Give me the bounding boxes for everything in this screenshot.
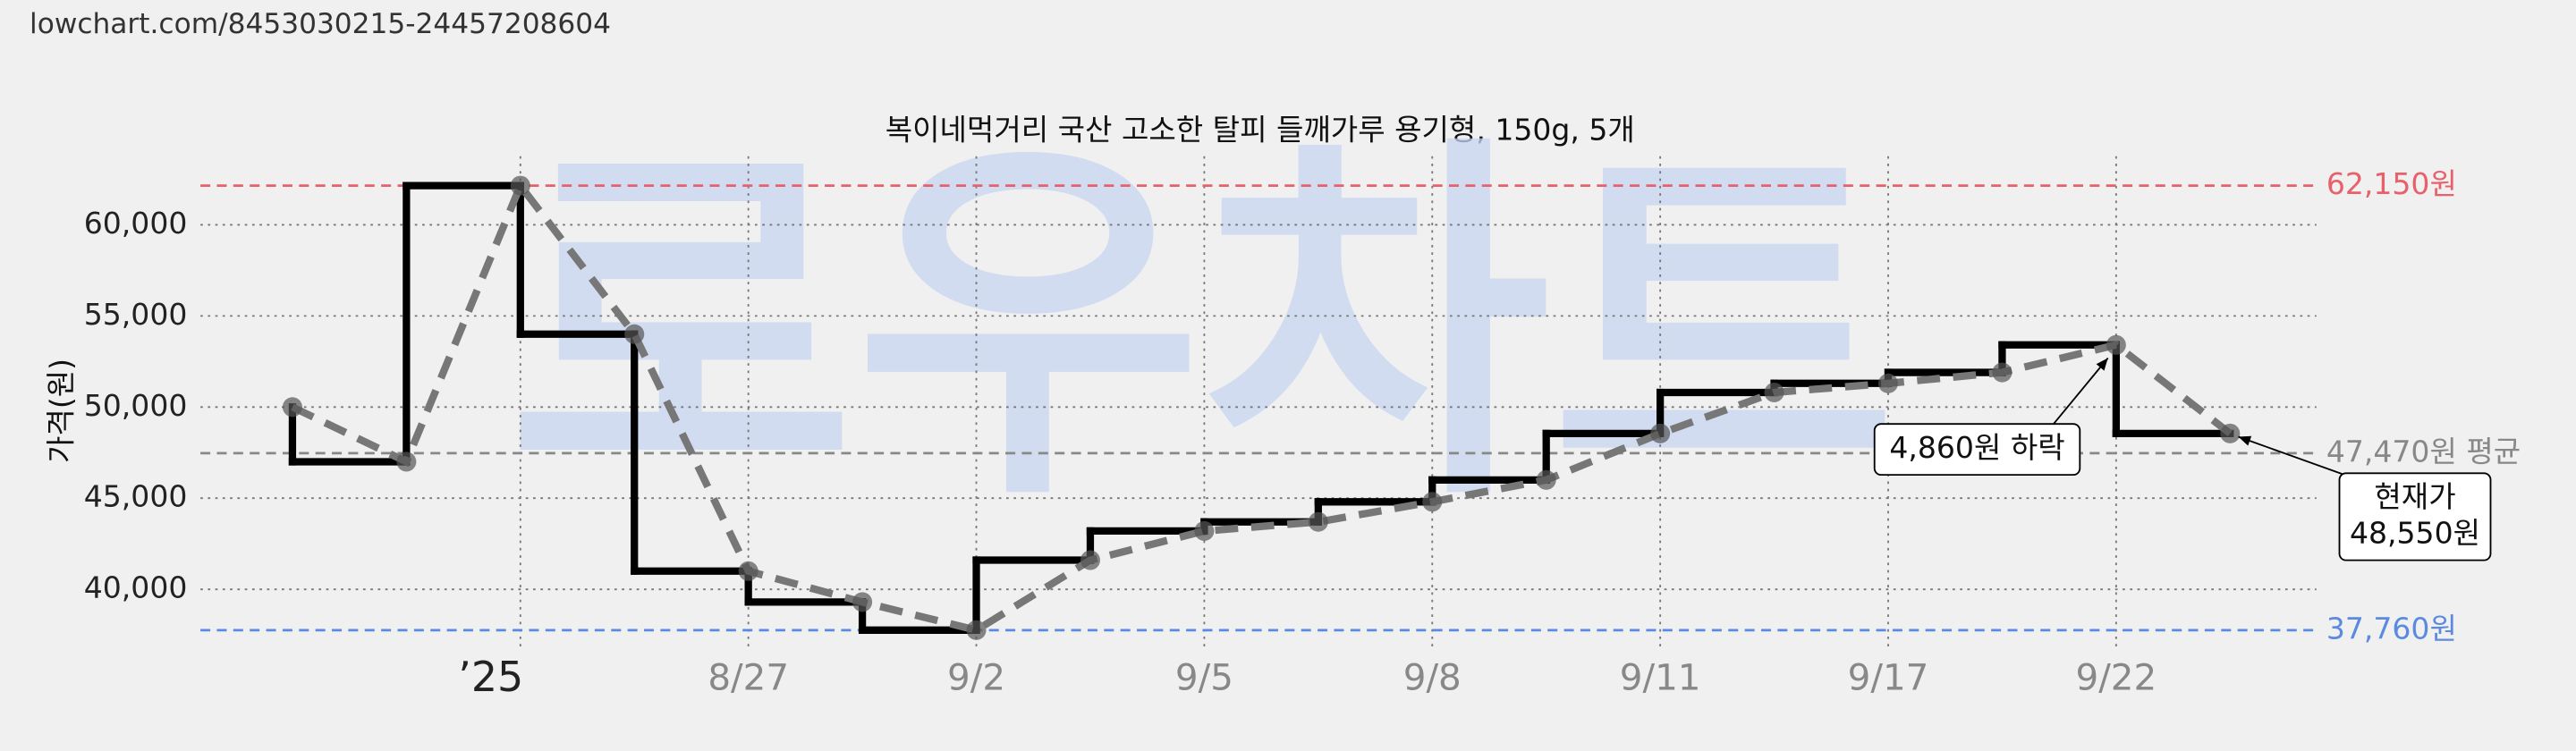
price-point — [738, 561, 758, 581]
x-tick-label: 9/2 — [947, 656, 1005, 699]
annotation-box — [2338, 472, 2492, 561]
price-point — [624, 324, 645, 344]
annotation-arrow — [2053, 357, 2109, 425]
watermark: 로우차트 — [507, 106, 1898, 546]
annotation-arrowhead — [2096, 358, 2108, 371]
x-tick-label: 9/22 — [2076, 656, 2157, 699]
x-tick-label: 9/17 — [1848, 656, 1929, 699]
annotation-box — [1873, 423, 2081, 477]
price-point — [510, 175, 530, 196]
price-point — [852, 592, 873, 612]
price-point — [1992, 362, 2012, 383]
annotation-arrowhead — [2238, 435, 2252, 446]
price-point — [2220, 423, 2241, 443]
price-point — [282, 397, 302, 418]
y-tick-label: 60,000 — [84, 206, 188, 240]
reference-label: 62,150원 — [2326, 166, 2457, 201]
annotation-text: 현재가 — [2374, 479, 2455, 514]
price-line — [291, 178, 2233, 635]
x-tick-label: 9/5 — [1175, 656, 1233, 699]
price-point — [1536, 469, 1556, 490]
price-point — [1194, 520, 1215, 541]
reference-label: 37,760원 — [2326, 611, 2457, 646]
x-tick-label: 9/11 — [1620, 656, 1701, 699]
y-tick-label: 50,000 — [84, 388, 188, 423]
annotation-text: 4,860원 하락 — [1889, 430, 2064, 465]
y-tick-label: 40,000 — [84, 570, 188, 605]
price-point — [1650, 423, 1671, 443]
x-tick-label: 8/27 — [708, 656, 789, 699]
y-axis-label: 가격(원) — [43, 359, 78, 463]
chart-title: 복이네먹거리 국산 고소한 탈피 들깨가루 용기형, 150g, 5개 — [886, 113, 1635, 148]
price-point — [1764, 382, 1784, 403]
y-tick-label: 55,000 — [84, 297, 188, 332]
x-tick-label: 9/8 — [1403, 656, 1462, 699]
price-point — [1080, 550, 1100, 570]
page-url: lowchart.com/8453030215-24457208604 — [30, 8, 611, 40]
y-tick-label: 45,000 — [84, 479, 188, 514]
price-point — [1308, 511, 1328, 532]
annotation-text: 48,550원 — [2350, 516, 2480, 551]
price-point — [966, 620, 987, 640]
price-point — [1877, 373, 1899, 393]
price-point — [2106, 334, 2126, 355]
price-point — [1422, 492, 1443, 512]
annotation-arrow — [2238, 435, 2350, 477]
reference-label: 47,470원 평균 — [2326, 434, 2521, 468]
price-point — [396, 451, 417, 472]
x-tick-label: ’25 — [458, 653, 523, 701]
